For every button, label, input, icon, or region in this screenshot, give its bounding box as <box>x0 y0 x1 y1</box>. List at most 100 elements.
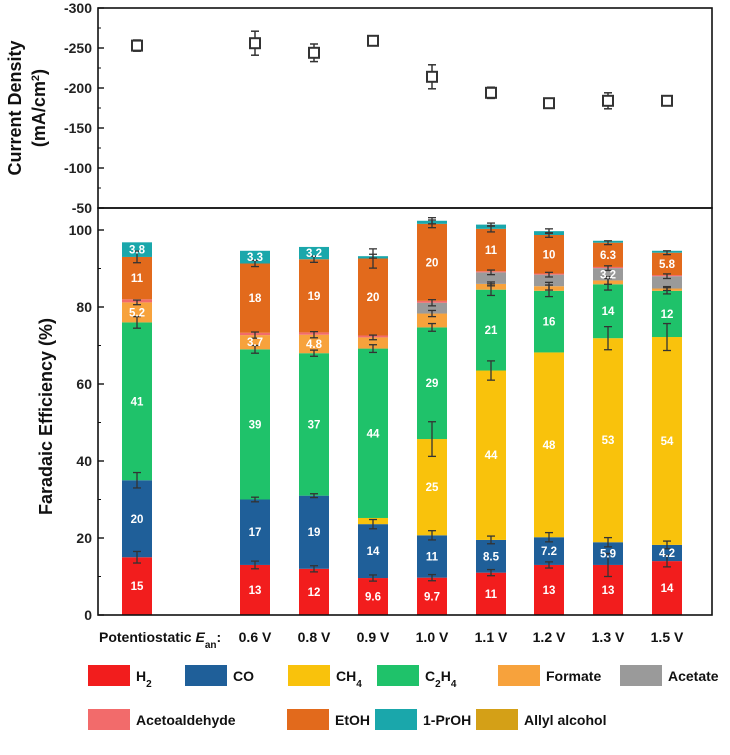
bar-value-label: 11 <box>426 551 439 563</box>
bar-segment-acetate <box>417 302 447 314</box>
bar-segment-c2h4 <box>299 353 329 496</box>
bar-value-label: 16 <box>543 317 556 329</box>
bar-segment-co <box>240 499 270 565</box>
bar-value-label: 5.9 <box>600 549 616 561</box>
legend-label: Acetoaldehyde <box>136 712 236 728</box>
legend-label: Allyl alcohol <box>524 712 606 728</box>
x-axis-category-label: 0.6 V <box>239 629 272 645</box>
bar-segment-etoh <box>534 235 564 274</box>
bar-value-label: 41 <box>131 396 144 408</box>
bar-value-label: 12 <box>661 309 674 321</box>
bar-segment-co <box>299 495 329 569</box>
bottom-plot-frame <box>97 207 713 616</box>
bar-value-label: 48 <box>543 440 556 452</box>
bar-segment-c2h4 <box>240 349 270 500</box>
bar-segment-formate <box>240 335 270 350</box>
bar-value-label: 21 <box>485 325 498 337</box>
bar-value-label: 53 <box>602 435 615 447</box>
legend-label: CH4 <box>336 668 362 690</box>
bar-value-label: 12 <box>308 587 321 599</box>
current-density-point <box>131 39 143 52</box>
bar-value-label: 20 <box>131 514 144 526</box>
bar-segment-co <box>652 544 682 562</box>
bar-value-label: 11 <box>485 589 498 601</box>
bar-value-label: 13 <box>249 585 262 597</box>
bar-value-label: 10 <box>543 249 556 261</box>
bar-segment-c2h4 <box>358 348 388 518</box>
bar-value-label: 13 <box>543 585 556 597</box>
bar-segment-acetate <box>476 272 506 284</box>
bar-segment-1-proh <box>240 250 270 264</box>
bar-value-label: 18 <box>249 293 262 305</box>
x-axis-category-label: 1.3 V <box>592 629 625 645</box>
bottom-y-tick-label: 60 <box>76 376 92 392</box>
current-density-point <box>308 46 320 59</box>
bar-value-label: 37 <box>308 419 321 431</box>
bar-value-label: 25 <box>426 482 439 494</box>
legend-swatch-allyl-alcohol <box>476 709 518 730</box>
legend-swatch-acetoaldehyde <box>88 709 130 730</box>
bar-value-label: 3.8 <box>129 245 146 257</box>
bar-segment-h2 <box>417 577 447 615</box>
bar-segment-1-proh <box>122 242 152 257</box>
bar-value-label: 13 <box>602 585 615 597</box>
legend-swatch-co <box>185 665 227 686</box>
current-density-point <box>249 37 261 50</box>
top-y-tick-label: -250 <box>64 40 92 56</box>
top-y-tick-label: -50 <box>72 200 92 216</box>
bar-value-label: 20 <box>426 257 439 269</box>
legend-label: EtOH <box>335 712 370 728</box>
legend-label: H2 <box>136 668 152 690</box>
top-plot-frame <box>97 7 713 209</box>
bar-segment-co <box>122 480 152 558</box>
bar-value-label: 3.3 <box>247 252 263 264</box>
bar-segment-acetate <box>534 274 564 287</box>
bar-segment-co <box>476 539 506 573</box>
bar-value-label: 4.8 <box>306 339 323 351</box>
top-y-tick-label: -150 <box>64 120 92 136</box>
bar-segment-etoh <box>476 228 506 272</box>
bar-segment-etoh <box>240 263 270 333</box>
legend-swatch-h2 <box>88 665 130 686</box>
legend-label: Formate <box>546 668 601 684</box>
x-axis-category-labels: Potentiostatic Ean: 0.6 V 0.8 V 0.9 V 1.0 V 1… <box>99 629 684 651</box>
current-density-point <box>661 94 673 107</box>
bar-segment-co <box>417 535 447 578</box>
legend-label: CO <box>233 668 254 684</box>
bottom-y-tick-label: 40 <box>76 453 92 469</box>
bar-value-label: 54 <box>661 436 674 448</box>
bar-value-label: 15 <box>131 581 144 593</box>
bar-segment-c2h4 <box>122 322 152 481</box>
bar-segment-h2 <box>299 568 329 615</box>
bar-segment-1-proh <box>299 246 329 260</box>
bar-segment-formate <box>122 302 152 323</box>
top-y-axis-label-line1: Current Density <box>5 40 25 175</box>
bar-segment-etoh <box>358 258 388 336</box>
bar-segment-etoh <box>652 252 682 276</box>
bar-segment-co <box>358 524 388 579</box>
bar-value-label: 29 <box>426 378 439 390</box>
bottom-y-tick-label: 100 <box>69 222 93 238</box>
bar-value-label: 3.2 <box>306 248 322 260</box>
bar-segment-ch4 <box>534 352 564 538</box>
bar-segment-h2 <box>476 572 506 615</box>
bar-value-label: 17 <box>249 527 262 539</box>
legend-swatch-1-proh <box>375 709 417 730</box>
current-density-panel: -300 -250 -200 -150 -100 -50 Current Density (m… <box>5 0 713 216</box>
bar-value-label: 39 <box>249 419 262 431</box>
bottom-y-tick-label: 80 <box>76 299 92 315</box>
bar-segment-etoh <box>299 259 329 333</box>
bar-value-label: 3.7 <box>247 337 263 349</box>
legend: H2 CO CH4 C2H4 Formate Acetate Acetoaldehyde Et… <box>88 665 719 730</box>
bar-segment-formate <box>358 337 388 349</box>
bar-segment-ch4 <box>476 370 506 540</box>
faradaic-efficiency-panel: 15 13 12 9.6 9.7 11 13 13 14 20 17 19 14 11 8.5 7.2 5.9 4… <box>36 207 713 623</box>
bar-value-label: 19 <box>308 291 321 303</box>
bar-segment-formate <box>299 334 329 354</box>
bar-segment-h2 <box>358 578 388 615</box>
bar-segment-c2h4 <box>476 289 506 371</box>
x-axis-prefix-label: Potentiostatic Ean: <box>99 629 221 651</box>
bar-value-label: 19 <box>308 527 321 539</box>
bar-value-label: 5.2 <box>129 307 145 319</box>
bar-value-label: 4.2 <box>659 548 675 560</box>
